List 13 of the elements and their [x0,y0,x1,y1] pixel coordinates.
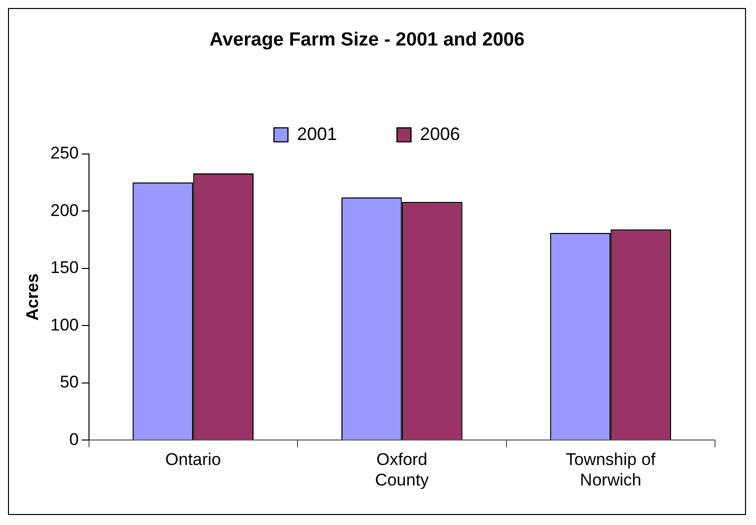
legend-label: 2006 [420,124,460,144]
x-tick-label: Oxford County [374,450,430,490]
y-tick-label: 100 [50,315,79,334]
x-tick-label: Ontario [165,450,222,470]
y-tick-label: 50 [60,372,79,392]
y-tick-label: 200 [50,200,79,220]
y-tick-label: 150 [50,258,79,278]
legend-label: 2001 [296,124,338,144]
y-tick-label: 0 [69,430,79,449]
chart-title: Average Farm Size - 2001 and 2006 [209,30,525,51]
x-tick-label: Township of Norwich [566,450,656,490]
y-tick-label: 250 [50,143,79,162]
y-axis-title: Acres [22,273,42,321]
